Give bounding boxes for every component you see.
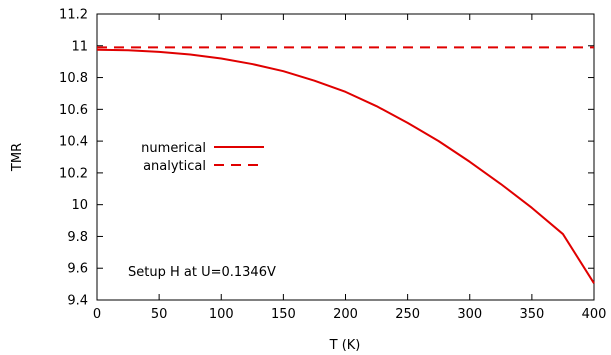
x-tick-label: 400 [582,307,607,322]
legend-label-analytical: analytical [143,159,206,174]
setup-annotation: Setup H at U=0.1346V [128,265,276,280]
x-axis-title: T (K) [329,338,361,353]
y-tick-label: 9.4 [67,294,88,309]
x-tick-label: 0 [93,307,101,322]
x-tick-label: 200 [333,307,358,322]
y-tick-label: 10.8 [59,71,88,86]
y-axis-title: TMR [10,143,25,172]
y-tick-label: 10 [71,198,88,213]
series-layer [96,46,595,284]
x-tick-label: 350 [519,307,544,322]
ticks-layer: 0 50 100 150 200 250 300 350 400 9.4 9.6 9.8 10 10.2 1… [59,8,606,323]
legend-label-numerical: numerical [141,141,206,156]
plot-frame [96,13,595,301]
y-tick-label: 10.6 [59,103,88,118]
x-tick-label: 250 [395,307,420,322]
y-tick-label: 10.2 [59,166,88,181]
legend: numerical analytical [141,141,264,174]
y-tick-label: 10.4 [59,135,88,150]
x-tick-label: 300 [457,307,482,322]
x-tick-label: 100 [209,307,234,322]
x-tick-label: 50 [151,307,168,322]
series-line-numerical [96,48,595,284]
y-tick-label: 9.6 [67,262,88,277]
y-tick-label: 9.8 [67,230,88,245]
y-tick-label: 11 [71,39,88,54]
x-tick-label: 150 [271,307,296,322]
y-tick-label: 11.2 [59,8,88,23]
